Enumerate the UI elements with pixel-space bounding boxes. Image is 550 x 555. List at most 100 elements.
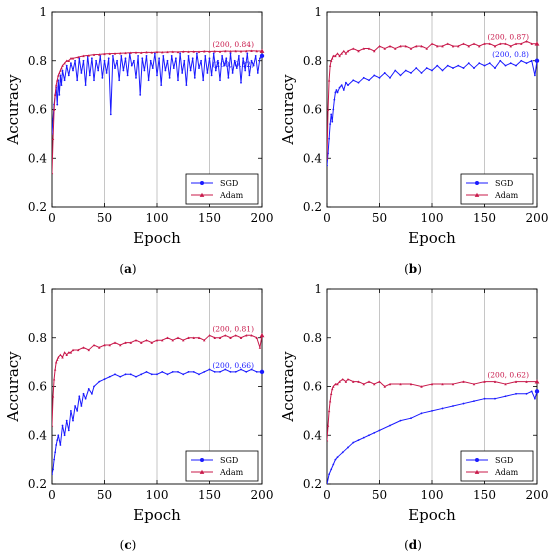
data-point-adam bbox=[59, 353, 62, 357]
data-point-adam bbox=[213, 336, 216, 339]
data-point-adam bbox=[145, 338, 148, 342]
data-point-sgd bbox=[345, 81, 347, 84]
y-tick-label: 0.2 bbox=[303, 477, 322, 491]
series-line-adam bbox=[52, 50, 262, 173]
data-point-adam bbox=[63, 351, 66, 354]
data-point-sgd bbox=[515, 64, 517, 67]
data-point-adam bbox=[103, 52, 106, 56]
data-point-adam bbox=[514, 42, 518, 45]
data-point-sgd bbox=[82, 392, 85, 395]
data-point-sgd bbox=[109, 113, 112, 116]
data-point-sgd bbox=[332, 108, 335, 111]
x-axis-label: Epoch bbox=[133, 506, 181, 524]
data-point-adam bbox=[124, 51, 127, 55]
data-point-sgd bbox=[101, 76, 104, 79]
data-point-adam bbox=[388, 44, 392, 48]
data-point-sgd bbox=[457, 64, 460, 67]
data-point-adam bbox=[239, 336, 243, 339]
data-point-adam bbox=[399, 382, 402, 386]
data-point-adam bbox=[108, 52, 111, 55]
data-point-adam bbox=[208, 334, 211, 337]
data-point-sgd bbox=[116, 59, 118, 62]
data-point-sgd bbox=[330, 113, 333, 116]
data-point-sgd bbox=[70, 409, 72, 412]
data-point-adam bbox=[234, 49, 237, 53]
data-point-adam bbox=[373, 382, 376, 386]
data-point-adam bbox=[332, 54, 335, 58]
chart-a: 0 50 100 150 200 0.2 0.4 0.6 0.8 1 Epoch Accuracy (2… bbox=[4, 5, 274, 247]
data-point-sgd bbox=[181, 72, 184, 74]
data-label: (200, 0.8) bbox=[492, 50, 529, 59]
data-point-sgd bbox=[520, 59, 523, 62]
data-point-adam bbox=[63, 61, 66, 65]
data-point-sgd bbox=[415, 67, 418, 69]
y-tick-label: 0.4 bbox=[28, 151, 47, 165]
x-tick-label: 0 bbox=[323, 488, 331, 502]
data-point-sgd bbox=[61, 69, 64, 72]
data-point-adam bbox=[155, 50, 159, 54]
data-point-sgd bbox=[204, 54, 207, 57]
y-tick-label: 0.8 bbox=[303, 331, 322, 345]
data-point-adam bbox=[436, 44, 439, 48]
data-point-sgd bbox=[147, 79, 150, 82]
data-point-adam bbox=[53, 368, 57, 371]
data-point-sgd bbox=[67, 429, 70, 432]
data-point-adam bbox=[192, 50, 195, 53]
data-point-adam bbox=[150, 341, 153, 344]
data-point-sgd bbox=[389, 424, 391, 427]
y-axis-label: Accuracy bbox=[4, 74, 22, 146]
data-point-adam bbox=[52, 424, 54, 427]
x-tick-label: 200 bbox=[251, 211, 274, 225]
data-point-sgd bbox=[329, 123, 332, 126]
data-point-sgd bbox=[143, 69, 146, 72]
data-point-sgd bbox=[255, 370, 258, 373]
data-point-adam bbox=[352, 47, 355, 50]
data-point-sgd bbox=[328, 473, 330, 476]
data-point-sgd bbox=[240, 81, 242, 84]
data-point-sgd bbox=[187, 370, 190, 373]
data-point-adam bbox=[187, 336, 190, 339]
data-point-adam bbox=[77, 55, 80, 59]
data-label: (200, 0.87) bbox=[487, 33, 529, 42]
data-point-adam bbox=[98, 346, 101, 349]
data-point-sgd bbox=[60, 84, 63, 87]
data-point-sgd bbox=[252, 64, 255, 67]
x-axis-label: Epoch bbox=[408, 506, 456, 524]
data-point-sgd bbox=[410, 72, 412, 74]
data-point-adam bbox=[53, 93, 57, 97]
data-point-sgd bbox=[192, 370, 195, 373]
data-point-adam bbox=[327, 409, 331, 413]
data-point-adam bbox=[336, 52, 339, 55]
data-point-sgd bbox=[246, 52, 249, 55]
series-line-sgd bbox=[52, 52, 262, 134]
data-point-sgd bbox=[161, 370, 164, 373]
data-point-sgd bbox=[425, 67, 428, 69]
data-point-adam bbox=[113, 52, 117, 55]
data-point-sgd bbox=[488, 62, 491, 65]
legend-label-sgd: SGD bbox=[220, 456, 238, 465]
data-point-adam bbox=[57, 74, 60, 77]
data-point-adam bbox=[171, 338, 174, 342]
data-point-sgd bbox=[534, 74, 536, 77]
data-point-sgd bbox=[441, 69, 444, 72]
series-sgd bbox=[52, 368, 262, 476]
x-tick-label: 100 bbox=[146, 488, 169, 502]
data-point-sgd bbox=[336, 91, 339, 94]
data-point-adam bbox=[409, 382, 413, 386]
x-tick-label: 50 bbox=[372, 211, 387, 225]
y-axis-label: Accuracy bbox=[4, 351, 22, 423]
legend-label-sgd: SGD bbox=[495, 456, 513, 465]
data-point-adam bbox=[258, 346, 262, 349]
legend-label-adam: Adam bbox=[219, 468, 244, 477]
data-point-sgd bbox=[177, 370, 179, 373]
data-point-sgd bbox=[198, 373, 200, 376]
data-point-sgd bbox=[256, 72, 259, 74]
data-point-adam bbox=[52, 395, 55, 398]
data-label: (200, 0.81) bbox=[212, 324, 254, 333]
data-point-sgd bbox=[193, 76, 196, 79]
data-point-sgd bbox=[259, 57, 261, 60]
data-point-sgd bbox=[210, 74, 213, 77]
data-point-sgd bbox=[76, 79, 79, 82]
data-point-sgd bbox=[63, 79, 66, 82]
end-point-sgd bbox=[259, 369, 265, 375]
